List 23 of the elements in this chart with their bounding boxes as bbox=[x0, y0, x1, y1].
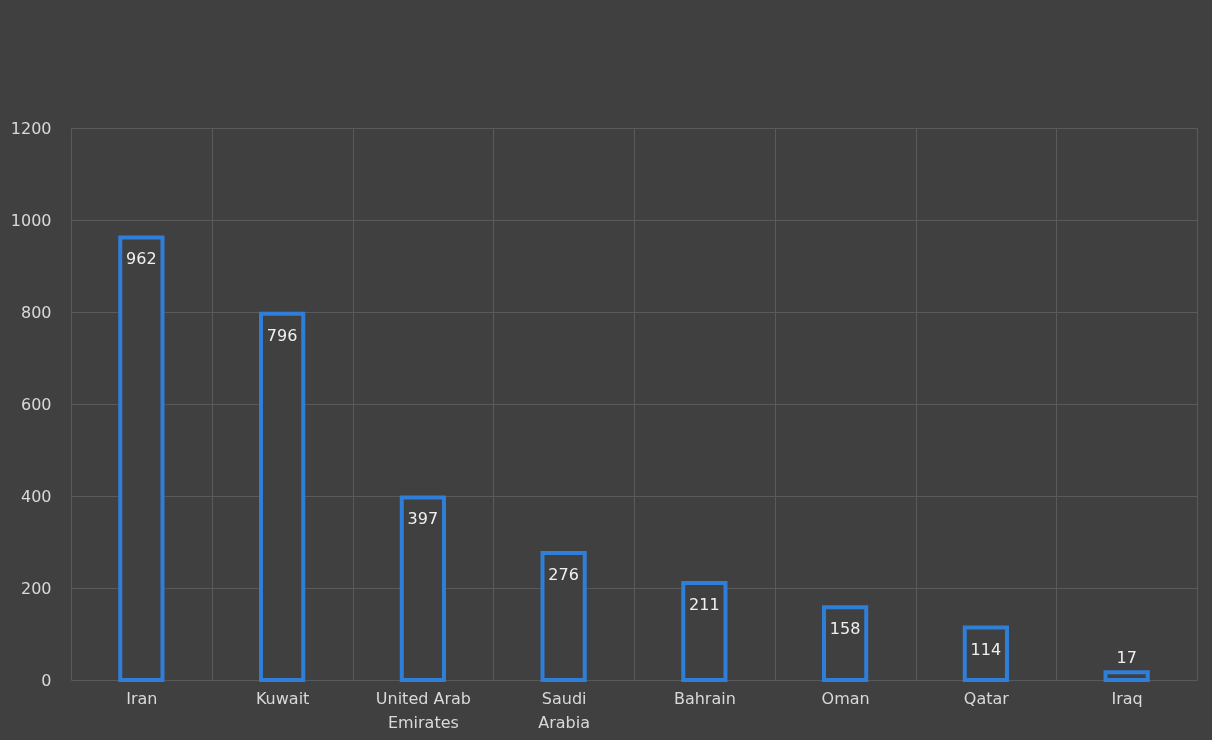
y-tick-label: 600 bbox=[20, 394, 52, 414]
y-tick-label: 200 bbox=[20, 578, 52, 598]
x-tick-label: Oman bbox=[821, 688, 870, 708]
y-tick-label: 1000 bbox=[10, 210, 52, 230]
x-tick-label: Kuwait bbox=[255, 688, 310, 708]
data-label: 158 bbox=[829, 619, 861, 639]
y-tick-label: 1200 bbox=[10, 118, 52, 138]
y-tick-label: 400 bbox=[20, 486, 52, 506]
x-tick-label: Bahrain bbox=[673, 688, 736, 708]
x-tick-label: Qatar bbox=[963, 688, 1010, 708]
data-label: 114 bbox=[970, 639, 1002, 659]
data-label: 17 bbox=[1116, 648, 1137, 668]
data-label: 397 bbox=[407, 509, 439, 529]
data-label: 276 bbox=[548, 565, 579, 585]
y-tick-label: 0 bbox=[41, 670, 52, 690]
x-tick-label: United Arab Emirates bbox=[375, 688, 471, 732]
x-tick-label: Iran bbox=[126, 688, 158, 708]
x-tick-label: Iraq bbox=[1111, 688, 1143, 708]
data-label: 796 bbox=[266, 325, 298, 345]
y-tick-label: 800 bbox=[20, 302, 52, 322]
x-tick-label: Saudi Arabia bbox=[538, 688, 590, 732]
data-label: 211 bbox=[689, 594, 720, 614]
data-label: 962 bbox=[126, 249, 157, 269]
